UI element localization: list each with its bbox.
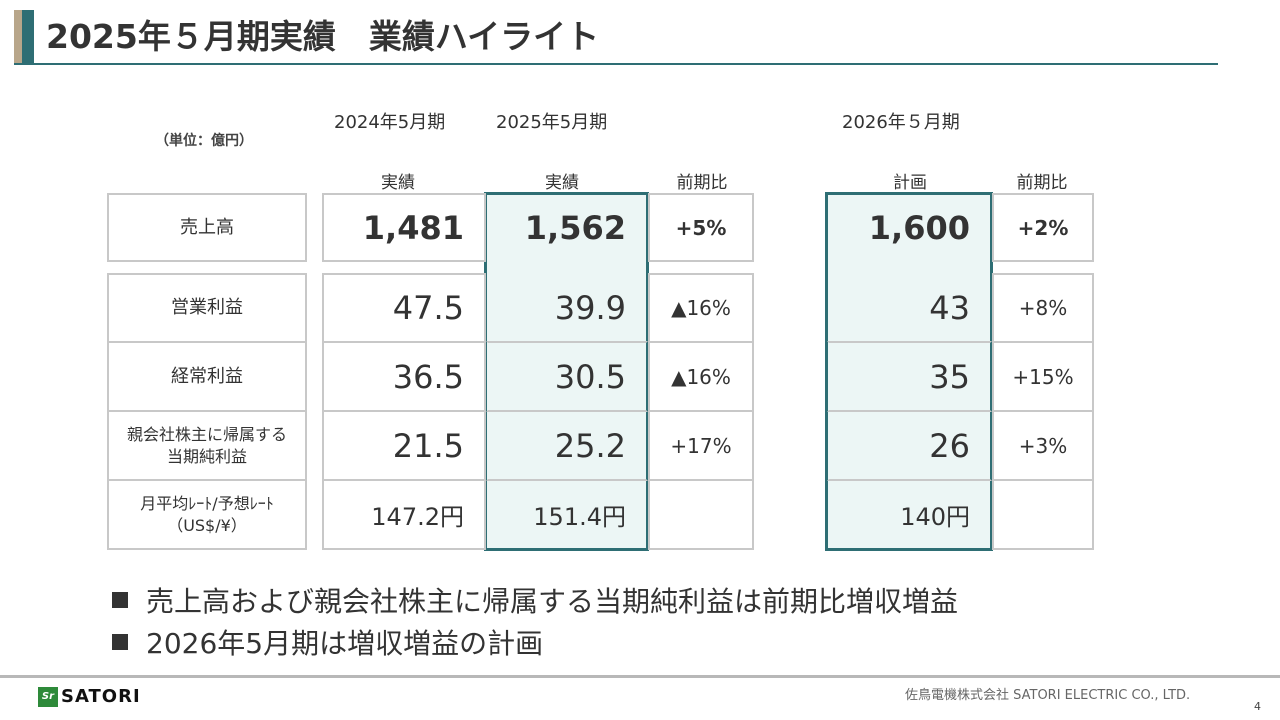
unit-label: （単位：億円） (155, 133, 253, 149)
bullet-square-icon (112, 634, 128, 650)
exchange-rate-2024: 147.2円 (322, 479, 486, 550)
exchange-rate-2026: 140円 (900, 503, 970, 531)
bullet-square-icon (112, 592, 128, 608)
subheader-yoy-2026: 前期比 (1016, 173, 1068, 193)
highlight-2026-column (825, 192, 993, 551)
net-income-yoy-2026: +3% (992, 410, 1094, 481)
page-number: 4 (1254, 700, 1261, 713)
period-2026-header: 2026年５月期 (842, 112, 960, 133)
bullet-1-text: 売上高および親会社株主に帰属する当期純利益は前期比増収増益 (146, 585, 959, 618)
logo-text: SATORI (61, 686, 141, 707)
exchange-rate-label-line2: （US$/¥） (167, 515, 247, 535)
row-label-ordinary-profit: 経常利益 (107, 341, 307, 412)
bullet-2: 2026年5月期は増収増益の計画 (112, 622, 543, 662)
operating-profit-yoy-2026: +8% (992, 273, 1094, 343)
bullet-1: 売上高および親会社株主に帰属する当期純利益は前期比増収増益 (112, 580, 958, 620)
exchange-rate-label-line1: 月平均ﾚｰﾄ/予想ﾚｰﾄ (140, 493, 274, 513)
bullet-2-text: 2026年5月期は増収増益の計画 (146, 627, 544, 660)
net-income-2024: 21.5 (322, 410, 486, 481)
row-label-exchange-rate: 月平均ﾚｰﾄ/予想ﾚｰﾄ （US$/¥） (107, 479, 307, 550)
sales-2024: 1,481 (322, 193, 486, 262)
subheader-plan-2026: 計画 (893, 173, 927, 193)
period-2025-header: 2025年5月期 (496, 112, 608, 133)
net-income-label-line2: 当期純利益 (166, 446, 247, 466)
page-title: 2025年５月期実績 業績ハイライト (46, 17, 600, 56)
sales-yoy-2026: +2% (992, 193, 1094, 262)
operating-profit-2026: 43 (929, 289, 970, 327)
subheader-yoy-2025: 前期比 (676, 173, 728, 193)
ordinary-profit-yoy-2026: +15% (992, 341, 1094, 412)
net-income-2026: 26 (827, 410, 992, 481)
company-name: 佐鳥電機株式会社 SATORI ELECTRIC CO., LTD. (905, 688, 1191, 703)
net-income-2025: 25.2 (486, 410, 648, 481)
sales-yoy-2025: +5% (648, 193, 754, 262)
subheader-actual-2024: 実績 (381, 173, 415, 193)
exchange-rate-yoy-2025 (648, 479, 754, 550)
operating-profit-2024: 47.5 (322, 273, 486, 343)
footer-divider (0, 675, 1280, 678)
operating-profit-2025: 39.9 (554, 289, 626, 327)
ordinary-profit-yoy-2025: ▲16% (648, 341, 754, 412)
title-underline (14, 63, 1218, 65)
exchange-rate-yoy-2026 (992, 479, 1094, 550)
logo-mark-icon: Sr (38, 686, 58, 707)
sales-2026: 1,600 (868, 208, 970, 247)
ordinary-profit-2024: 36.5 (322, 341, 486, 412)
exchange-rate-2025: 151.4円 (533, 503, 626, 531)
row-label-net-income: 親会社株主に帰属する 当期純利益 (107, 410, 307, 481)
sales-2025: 1,562 (524, 208, 626, 247)
row-label-sales: 売上高 (107, 193, 307, 262)
company-logo: Sr SATORI (38, 686, 141, 707)
row-label-operating-profit: 営業利益 (107, 273, 307, 343)
operating-profit-yoy-2025: ▲16% (648, 273, 754, 343)
ordinary-profit-2025: 30.5 (486, 341, 648, 412)
title-accent-bar (14, 10, 22, 64)
net-income-yoy-2025: +17% (648, 410, 754, 481)
net-income-label-line1: 親会社株主に帰属する (126, 424, 287, 444)
title-accent-bar-teal (22, 10, 34, 64)
ordinary-profit-2026: 35 (827, 341, 992, 412)
subheader-actual-2025: 実績 (545, 173, 579, 193)
period-2024-header: 2024年5月期 (334, 112, 446, 133)
